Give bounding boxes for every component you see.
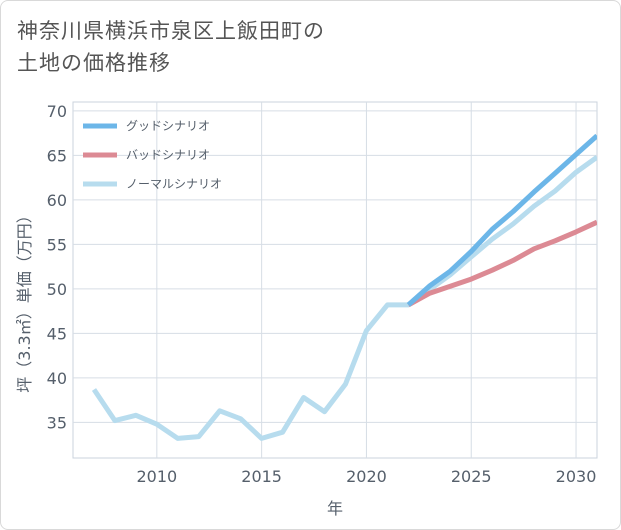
legend-label-bad: バッドシナリオ [126,148,210,162]
y-tick-label: 50 [47,280,67,299]
title-line-1: 神奈川県横浜市泉区上飯田町の [17,19,325,43]
y-tick-label: 55 [47,235,67,254]
y-tick-label: 70 [47,102,67,121]
x-tick-label: 2020 [346,467,387,486]
y-axis-ticks: 35 40 45 50 55 60 65 70 [47,102,67,432]
y-tick-label: 40 [47,369,67,388]
y-tick-label: 60 [47,191,67,210]
x-tick-label: 2030 [556,467,597,486]
chart-title: 神奈川県横浜市泉区上飯田町の 土地の価格推移 [17,15,325,79]
series-line-bad [407,219,597,308]
x-tick-label: 2025 [451,467,492,486]
x-tick-label: 2015 [241,467,282,486]
title-line-2: 土地の価格推移 [17,51,171,75]
series-lines [91,133,597,441]
x-axis-ticks: 2010 2015 2020 2025 2030 [136,467,596,486]
legend-label-good: グッドシナリオ [126,119,210,133]
y-axis-label: 坪（3.3㎡）単価（万円） [15,207,34,392]
y-tick-label: 65 [47,146,67,165]
legend-label-normal: ノーマルシナリオ [126,177,222,191]
x-axis-label: 年 [327,499,343,518]
series-line-good [406,133,597,307]
series-line-normal [91,155,597,441]
y-tick-label: 45 [47,324,67,343]
x-tick-label: 2010 [136,467,177,486]
y-tick-label: 35 [47,413,67,432]
